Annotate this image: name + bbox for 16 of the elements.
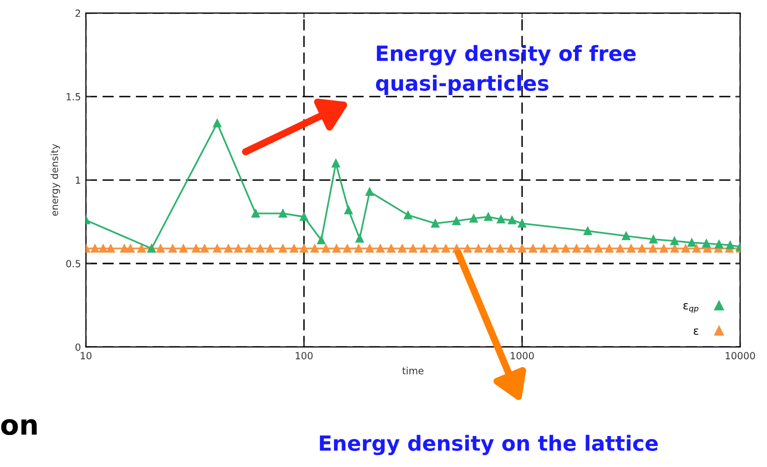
- text: Energy density on the lattice: [320, 434, 658, 456]
- legend-label: ε$_{qp}$: [683, 303, 698, 313]
- x-tick-label: 10: [80, 352, 92, 360]
- x-tick-label: 1000: [510, 352, 534, 360]
- y-tick-label: 0.5: [66, 260, 80, 268]
- y-tick-label: 1: [76, 176, 80, 184]
- y-axis-title: energy density: [50, 144, 60, 216]
- y-tick-label: 2: [76, 10, 80, 17]
- y-tick-label: 0: [76, 343, 80, 351]
- legend-label: ε: [694, 328, 698, 335]
- y-tick-label: 1.5: [66, 93, 80, 100]
- x-tick-label: 10000: [726, 352, 755, 360]
- text: on: [1, 419, 37, 436]
- x-tick-label: 100: [296, 352, 313, 360]
- annotation: Energy density of free quasi-particles: [376, 45, 636, 95]
- x-axis-title: time: [402, 366, 424, 374]
